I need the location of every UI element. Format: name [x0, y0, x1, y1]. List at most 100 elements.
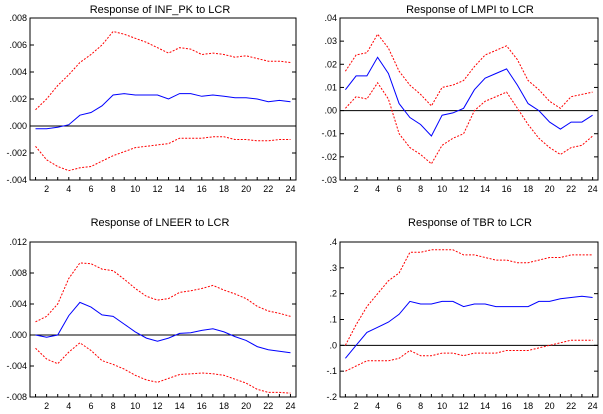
response-line	[35, 93, 291, 130]
x-tick-label: 14	[480, 184, 490, 194]
y-tick-label: .02	[324, 59, 337, 69]
plot-frame	[29, 241, 297, 398]
x-tick-label: 22	[263, 184, 273, 194]
y-tick-label: -.004	[6, 175, 27, 185]
y-tick-label: .03	[324, 36, 337, 46]
x-tick-label: 10	[130, 184, 140, 194]
x-tick-label: 18	[219, 184, 229, 194]
x-tick-label: 10	[437, 401, 447, 411]
y-tick-label: .3	[329, 263, 337, 273]
y-tick-label: .004	[9, 67, 27, 77]
x-tick-label: 12	[152, 184, 162, 194]
y-tick-label: .006	[9, 40, 27, 50]
x-tick-label: 12	[459, 401, 469, 411]
x-tick-label: 4	[375, 401, 380, 411]
lower-band-line	[35, 136, 291, 172]
y-tick-label: -.2	[326, 392, 337, 402]
x-tick-label: 6	[397, 184, 402, 194]
panel-tbr: Response of TBR to LCR-.2-.1.0.1.2.3.42 4…	[326, 217, 599, 411]
x-tick-label: 22	[566, 184, 576, 194]
response-line	[345, 56, 593, 137]
x-tick-label: 10	[437, 184, 447, 194]
upper-band-line	[344, 249, 593, 346]
x-tick-label: 20	[545, 401, 555, 411]
y-tick-label: .04	[324, 13, 337, 23]
x-tick-label: 12	[152, 401, 162, 411]
y-tick-label: .012	[9, 237, 27, 247]
x-tick-label: 8	[111, 184, 116, 194]
x-tick-label: 20	[241, 184, 251, 194]
lower-band-line	[345, 81, 593, 165]
x-tick-label: 24	[588, 401, 598, 411]
y-tick-label: .0	[329, 340, 337, 350]
x-tick-label: 14	[175, 184, 185, 194]
x-tick-label: 22	[263, 401, 273, 411]
x-tick-label: 16	[502, 401, 512, 411]
y-tick-label: .000	[9, 121, 27, 131]
panel-title: Response of TBR to LCR	[408, 217, 532, 229]
x-tick-label: 16	[197, 184, 207, 194]
y-tick-label: .2	[329, 289, 337, 299]
y-tick-label: .01	[324, 82, 337, 92]
x-tick-label: 18	[219, 401, 229, 411]
x-tick-label: 2	[354, 401, 359, 411]
panel-lmpi: Response of LMPI to LCR -.03 -.02 -.01 .00 .0…	[321, 4, 599, 194]
response-line	[345, 295, 593, 359]
x-tick-label: 24	[285, 184, 295, 194]
x-tick-label: 2	[354, 184, 359, 194]
panel-title: Response of INF_PK to LCR	[90, 4, 231, 16]
lower-band-line	[345, 339, 593, 372]
y-tick-label: .008	[9, 268, 27, 278]
panel-title: Response of LNEER to LCR	[91, 217, 230, 229]
y-tick-label: -.008	[6, 392, 27, 402]
y-tick-label: .00	[324, 106, 337, 116]
plot-frame	[339, 241, 599, 398]
x-tick-label: 8	[418, 184, 423, 194]
y-tick-label: .4	[329, 237, 337, 247]
panel-lneer: Response of LNEER to LCR -.008 -.004 .000 .0…	[6, 217, 297, 411]
x-tick-label: 24	[285, 401, 295, 411]
x-tick-label: 18	[523, 401, 533, 411]
y-tick-label: -.1	[326, 366, 337, 376]
y-tick-label: -.002	[6, 148, 27, 158]
x-tick-label: 6	[88, 184, 93, 194]
x-tick-label: 14	[480, 401, 490, 411]
x-tick-label: 18	[523, 184, 533, 194]
x-tick-label: 16	[197, 401, 207, 411]
y-tick-label: -.01	[321, 129, 337, 139]
panel-inf-pk: Response of INF_PK to LCR -.004 -.002 .000.…	[6, 4, 297, 194]
upper-band-line	[35, 262, 291, 323]
panel-title: Response of LMPI to LCR	[406, 4, 534, 16]
x-tick-label: 4	[66, 401, 71, 411]
y-tick-label: -.03	[321, 175, 337, 185]
x-tick-label: 22	[566, 401, 576, 411]
x-tick-label: 20	[545, 184, 555, 194]
upper-band-line	[344, 33, 593, 109]
x-tick-label: 16	[502, 184, 512, 194]
y-tick-label: .000	[9, 330, 27, 340]
x-tick-label: 20	[241, 401, 251, 411]
y-tick-label: .002	[9, 94, 27, 104]
response-line	[35, 301, 291, 354]
x-tick-label: 10	[130, 401, 140, 411]
x-tick-label: 8	[418, 401, 423, 411]
x-tick-label: 14	[175, 401, 185, 411]
y-tick-label: .004	[9, 299, 27, 309]
lower-band-line	[35, 342, 291, 394]
x-tick-label: 4	[375, 184, 380, 194]
x-tick-label: 2	[44, 401, 49, 411]
x-tick-label: 6	[397, 401, 402, 411]
x-tick-label: 6	[88, 401, 93, 411]
x-tick-label: 4	[66, 184, 71, 194]
y-tick-label: .008	[9, 13, 27, 23]
plot-frame	[339, 17, 599, 181]
y-tick-label: -.02	[321, 152, 337, 162]
upper-band-line	[35, 30, 291, 111]
x-tick-label: 2	[44, 184, 49, 194]
y-tick-label: -.004	[6, 361, 27, 371]
y-tick-label: .1	[329, 315, 337, 325]
x-tick-label: 24	[588, 184, 598, 194]
x-tick-label: 12	[459, 184, 469, 194]
x-tick-label: 8	[111, 401, 116, 411]
